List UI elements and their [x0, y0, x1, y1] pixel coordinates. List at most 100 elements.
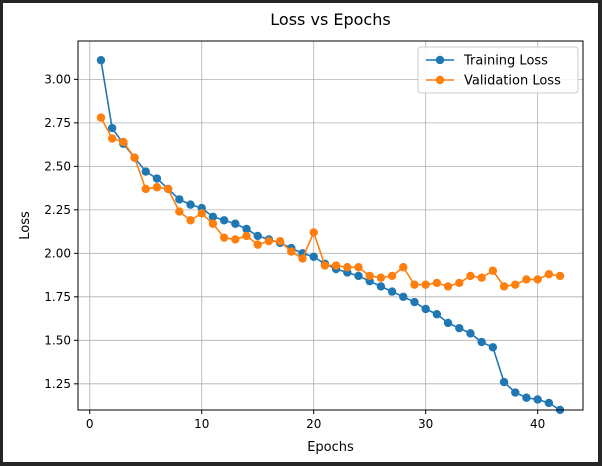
validation-loss-point — [354, 263, 363, 272]
x-axis-label: Epochs — [307, 440, 354, 455]
training-loss-point — [354, 271, 363, 281]
legend: Training Loss Validation Loss — [417, 46, 579, 94]
y-tick-label: 1.75 — [44, 290, 71, 304]
training-loss-point — [387, 287, 397, 296]
validation-loss-point — [555, 271, 565, 281]
validation-loss-point — [219, 233, 229, 242]
validation-loss-point — [331, 261, 341, 270]
validation-loss-point — [163, 184, 173, 194]
training-loss-point — [488, 343, 498, 352]
validation-loss-point — [186, 216, 195, 225]
figure: Loss vs Epochs 0 10 20 30 40 1.25 1.50 1.75 2.00… — [3, 3, 598, 462]
training-loss-point — [443, 318, 453, 328]
series-layer — [96, 56, 565, 415]
training-loss-point — [499, 377, 509, 387]
training-loss-point — [309, 252, 318, 262]
validation-loss-point — [253, 240, 262, 249]
legend-validation-loss-label: Validation Loss — [464, 74, 561, 89]
training-loss-point — [231, 219, 240, 228]
validation-loss-point — [477, 273, 486, 282]
validation-loss-point — [96, 113, 106, 122]
x-tick-label: 0 — [86, 417, 94, 431]
validation-loss-point — [533, 275, 542, 284]
validation-loss-point — [511, 280, 520, 289]
training-loss-point — [511, 388, 520, 397]
validation-loss-point — [152, 183, 162, 192]
training-loss-point — [242, 224, 251, 234]
training-loss-point — [208, 212, 218, 222]
validation-loss-point — [455, 278, 464, 288]
validation-loss-point — [242, 231, 251, 241]
y-tick-label: 2.00 — [44, 246, 71, 260]
validation-loss-point — [387, 271, 397, 281]
training-loss-point — [141, 167, 150, 176]
y-tick-label: 1.50 — [44, 333, 71, 347]
training-loss-point — [544, 398, 554, 408]
validation-loss-point — [421, 280, 430, 289]
x-tick-label: 10 — [194, 417, 209, 431]
training-loss-point — [107, 123, 117, 133]
training-loss-line — [100, 60, 561, 411]
plot-frame — [77, 40, 584, 411]
validation-loss-point — [175, 207, 184, 216]
validation-loss-point — [298, 254, 307, 263]
validation-loss-point — [466, 271, 475, 281]
validation-loss-point — [376, 273, 386, 282]
y-tick-label: 2.75 — [44, 116, 71, 130]
validation-loss-point — [275, 236, 285, 246]
training-loss-point — [152, 174, 162, 183]
training-loss-point — [399, 292, 408, 302]
validation-loss-point — [264, 236, 274, 246]
y-tick-label: 2.50 — [44, 159, 71, 173]
training-loss-point — [455, 323, 464, 333]
legend-validation-loss-marker — [435, 75, 445, 85]
loss-chart: Loss vs Epochs 0 10 20 30 40 1.25 1.50 1.75 2.00… — [18, 10, 584, 455]
training-loss-point — [186, 200, 195, 209]
validation-loss-point — [208, 219, 218, 228]
x-tick-label: 40 — [530, 417, 545, 431]
training-loss-point — [421, 304, 430, 314]
y-tick-label: 2.25 — [44, 203, 71, 217]
x-tick-label: 30 — [418, 417, 433, 431]
validation-loss-point — [197, 209, 206, 218]
validation-loss-point — [365, 271, 374, 281]
validation-loss-point — [410, 280, 419, 289]
training-loss-point — [432, 310, 442, 319]
validation-loss-point — [287, 247, 296, 256]
ticks: 0 10 20 30 40 1.25 1.50 1.75 2.00 2.25 2.50 2.75 3.0… — [44, 72, 545, 431]
validation-loss-point — [309, 228, 318, 237]
validation-loss-point — [343, 263, 352, 272]
training-loss-point — [219, 216, 229, 225]
training-loss-point — [96, 56, 106, 65]
grid — [78, 41, 583, 410]
training-loss-point — [477, 337, 486, 347]
validation-loss-point — [399, 263, 408, 272]
training-loss-point — [175, 195, 184, 204]
validation-loss-point — [320, 261, 330, 270]
validation-loss-point — [522, 275, 531, 284]
legend-box — [417, 46, 579, 94]
validation-loss-point — [499, 282, 509, 291]
validation-loss-point — [107, 134, 117, 143]
validation-loss-point — [130, 153, 139, 162]
validation-loss-point — [432, 278, 442, 288]
training-loss-point — [533, 395, 542, 404]
legend-training-loss-marker — [435, 55, 445, 65]
training-loss-point — [410, 297, 419, 307]
legend-training-loss-label: Training Loss — [463, 54, 548, 69]
validation-loss-point — [544, 270, 554, 279]
validation-loss-point — [488, 266, 498, 275]
training-loss-point — [466, 329, 475, 338]
validation-loss-point — [231, 235, 240, 244]
validation-loss-line — [100, 117, 561, 288]
y-tick-label: 3.00 — [44, 72, 71, 86]
x-tick-label: 20 — [306, 417, 321, 431]
training-loss-point — [522, 393, 531, 402]
training-loss-point — [253, 231, 262, 241]
y-axis-label: Loss — [18, 211, 33, 240]
validation-loss-point — [119, 137, 128, 147]
chart-title: Loss vs Epochs — [270, 10, 390, 29]
validation-loss-point — [443, 282, 453, 291]
validation-loss-point — [141, 184, 150, 194]
training-loss-point — [376, 282, 386, 291]
